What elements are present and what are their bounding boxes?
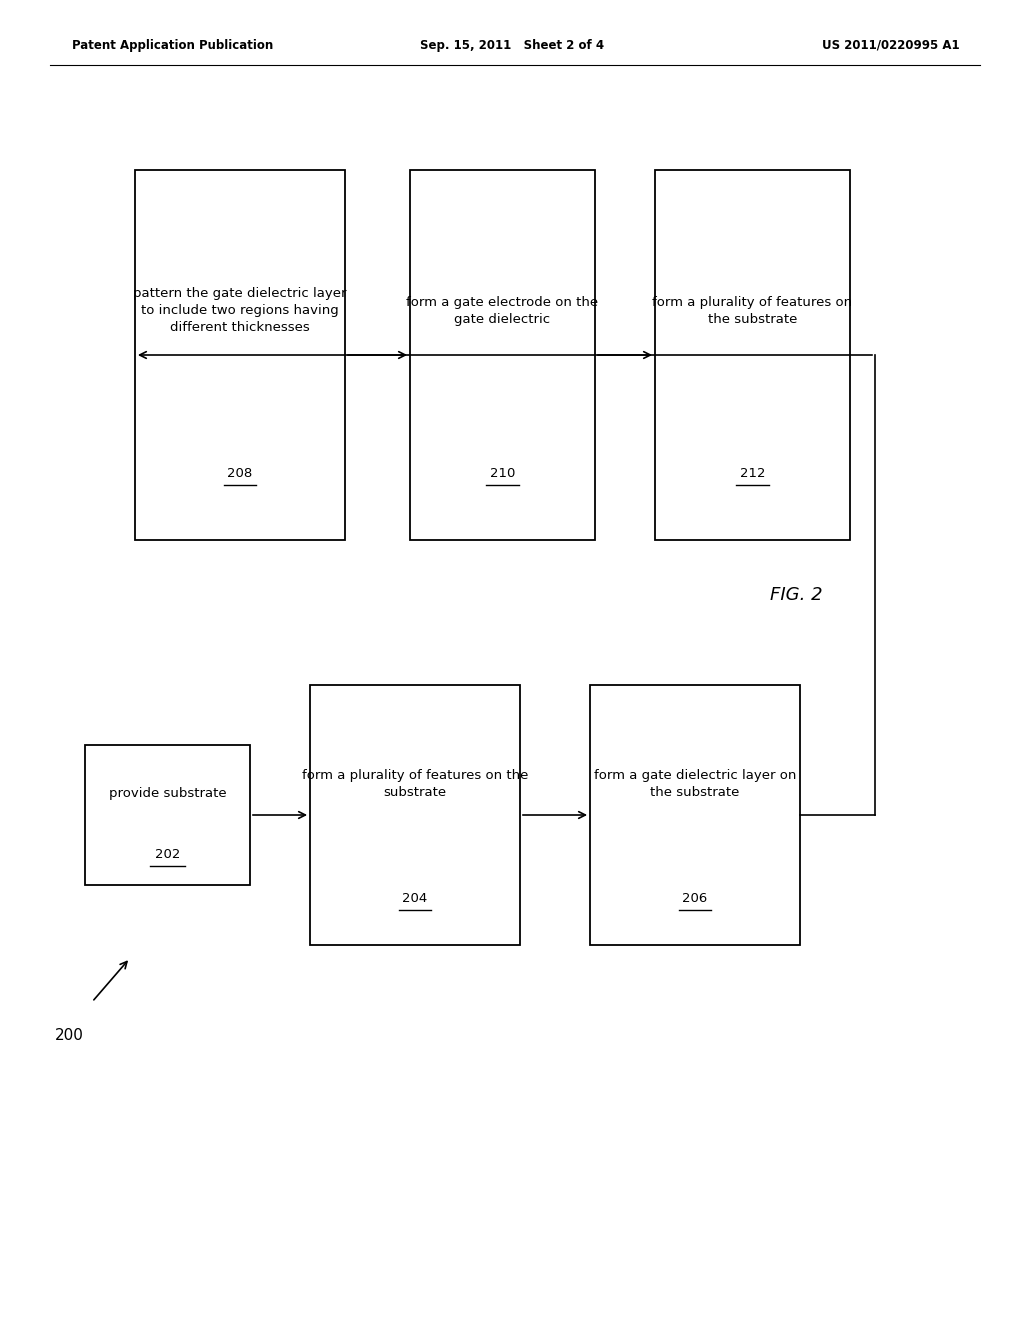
Text: 210: 210	[489, 467, 515, 480]
Text: FIG. 2: FIG. 2	[770, 586, 822, 605]
Text: pattern the gate dielectric layer
to include two regions having
different thickn: pattern the gate dielectric layer to inc…	[133, 286, 347, 334]
Text: 204: 204	[402, 892, 428, 904]
Text: Sep. 15, 2011   Sheet 2 of 4: Sep. 15, 2011 Sheet 2 of 4	[420, 38, 604, 51]
Bar	[135, 170, 345, 540]
Text: form a plurality of features on the
substrate: form a plurality of features on the subs…	[302, 768, 528, 799]
Text: provide substrate: provide substrate	[109, 788, 226, 800]
Text: 206: 206	[682, 892, 708, 904]
Text: form a gate electrode on the
gate dielectric: form a gate electrode on the gate dielec…	[407, 296, 599, 326]
Text: 208: 208	[227, 467, 253, 480]
Bar	[410, 170, 595, 540]
Text: 212: 212	[739, 467, 765, 480]
Text: form a gate dielectric layer on
the substrate: form a gate dielectric layer on the subs…	[594, 768, 797, 799]
Bar	[85, 744, 250, 884]
Bar	[590, 685, 800, 945]
Text: 200: 200	[55, 1027, 84, 1043]
Bar	[655, 170, 850, 540]
Text: Patent Application Publication: Patent Application Publication	[72, 38, 273, 51]
Text: US 2011/0220995 A1: US 2011/0220995 A1	[822, 38, 961, 51]
Bar	[310, 685, 520, 945]
Text: 202: 202	[155, 847, 180, 861]
Text: form a plurality of features on
the substrate: form a plurality of features on the subs…	[652, 296, 853, 326]
